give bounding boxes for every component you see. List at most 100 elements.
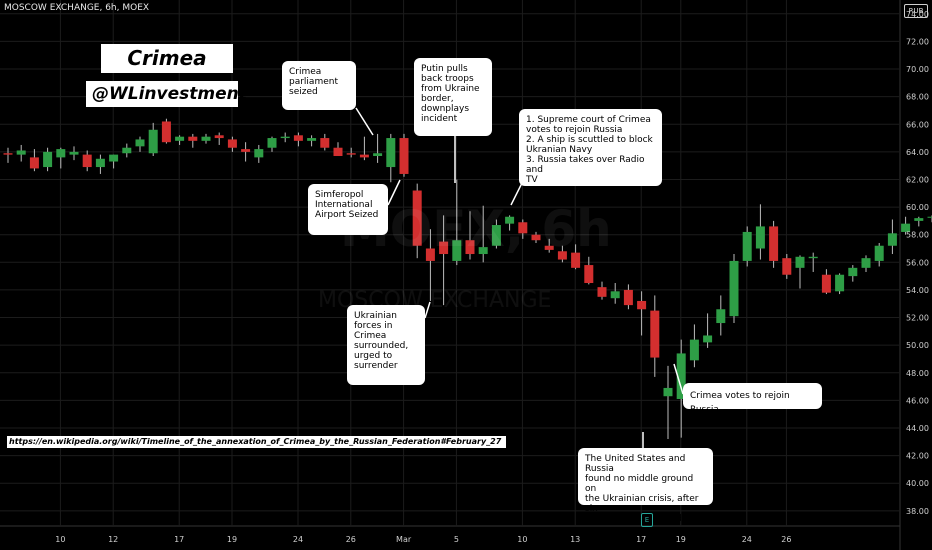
candle-body <box>320 138 330 148</box>
note-crimea-votes: Crimea votes to rejoin Russia <box>683 383 822 415</box>
candle-body <box>478 247 488 255</box>
source-link[interactable]: https://en.wikipedia.org/wiki/Timeline_o… <box>7 436 506 448</box>
y-tick-label: 50.00 <box>906 341 929 350</box>
note-line: incident <box>421 114 458 124</box>
y-tick-label: 68.00 <box>906 93 929 102</box>
x-tick-label: 19 <box>227 535 237 544</box>
candle-body <box>769 226 779 261</box>
candle <box>43 147 53 172</box>
y-tick-label: 40.00 <box>906 479 929 488</box>
x-tick-label: 17 <box>174 535 184 544</box>
x-tick-label: 17 <box>636 535 646 544</box>
candle <box>254 144 264 163</box>
candle <box>729 254 739 324</box>
symbol-header[interactable]: MOSCOW EXCHANGE, 6h, MOEX <box>4 3 150 13</box>
annotation-pointer <box>387 179 401 206</box>
candle-body <box>637 300 647 310</box>
currency-badge[interactable]: RUB <box>904 4 928 18</box>
x-tick-label: 13 <box>570 535 580 544</box>
note-line: parliament <box>289 77 338 87</box>
candle <box>95 154 105 174</box>
candle <box>848 265 858 282</box>
time-axis: 10 12 17 19 24 26 Mar 5 10 13 17 19 24 26 <box>55 535 791 544</box>
candle <box>663 365 673 440</box>
candle <box>795 255 805 289</box>
note-line: International <box>315 200 373 210</box>
candle <box>465 211 475 260</box>
candle-body <box>729 260 739 317</box>
candle <box>148 122 158 157</box>
candle-body <box>254 149 264 158</box>
candle <box>399 133 409 177</box>
candle-body <box>82 154 92 168</box>
candle <box>769 220 779 268</box>
note-line: the Ukrainian crisis, after six <box>585 494 699 514</box>
note-line: forces in <box>354 321 393 331</box>
note-line: Simferopol <box>315 190 364 200</box>
note-line: found no middle ground on <box>585 474 694 494</box>
candle <box>584 256 594 285</box>
author-handle: @WLinvestment <box>86 81 247 107</box>
candle-body <box>425 248 435 261</box>
candle-body <box>901 223 911 232</box>
candle-body <box>887 233 897 246</box>
y-tick-label: 58.00 <box>906 231 929 240</box>
note-line: downplays <box>421 104 470 114</box>
candle-body <box>412 190 422 246</box>
candle-body <box>161 121 171 143</box>
earnings-badge[interactable]: E <box>641 513 653 527</box>
candle-body <box>703 335 713 343</box>
candle <box>901 216 911 235</box>
candle <box>821 269 831 295</box>
note-line: back troops <box>421 74 474 84</box>
candle <box>82 150 92 172</box>
candle-body <box>557 251 567 260</box>
chart-title: Crimea 2014 <box>101 44 233 99</box>
y-tick-label: 44.00 <box>906 424 929 433</box>
note-line: hours of talks in London <box>585 514 694 524</box>
candle <box>201 133 211 144</box>
x-tick-label: 10 <box>517 535 527 544</box>
candle <box>874 242 884 267</box>
candle-body <box>610 291 620 299</box>
candle-body <box>531 234 541 241</box>
candle <box>241 142 251 162</box>
candle-body <box>808 256 818 259</box>
candle-body <box>914 218 924 221</box>
y-tick-label: 52.00 <box>906 314 929 323</box>
y-tick-label: 48.00 <box>906 369 929 378</box>
candle <box>637 291 647 336</box>
candle <box>887 219 897 255</box>
candle-body <box>452 240 462 261</box>
candle <box>69 146 79 161</box>
note-london-talks: The United States and Russia found no mi… <box>578 448 713 524</box>
note-line: 2. A ship is scuttled to block <box>526 135 653 145</box>
candle <box>439 215 449 306</box>
candle <box>122 143 132 158</box>
candle-body <box>835 274 845 292</box>
candle-body <box>689 339 699 361</box>
candle-body <box>109 154 119 162</box>
candle <box>557 245 567 263</box>
candle-body <box>676 353 686 399</box>
candle <box>531 231 541 243</box>
candle-body <box>742 231 752 261</box>
candle-body <box>821 274 831 293</box>
annotation-arrows <box>355 107 684 448</box>
candle-body <box>267 138 277 148</box>
candle <box>3 147 13 163</box>
candle-body <box>373 153 383 157</box>
candle <box>161 118 171 144</box>
note-line: Ukranian Navy <box>526 145 593 155</box>
candle <box>29 149 39 172</box>
candle-body <box>623 289 633 306</box>
candle <box>597 281 607 300</box>
annotation-pointer <box>424 301 431 319</box>
candle <box>610 283 620 304</box>
note-line: Crimea <box>289 67 322 77</box>
candle-body <box>571 252 581 268</box>
candle-body <box>465 240 475 255</box>
candle <box>56 147 66 169</box>
candle-body <box>135 139 145 147</box>
candle <box>716 295 726 336</box>
